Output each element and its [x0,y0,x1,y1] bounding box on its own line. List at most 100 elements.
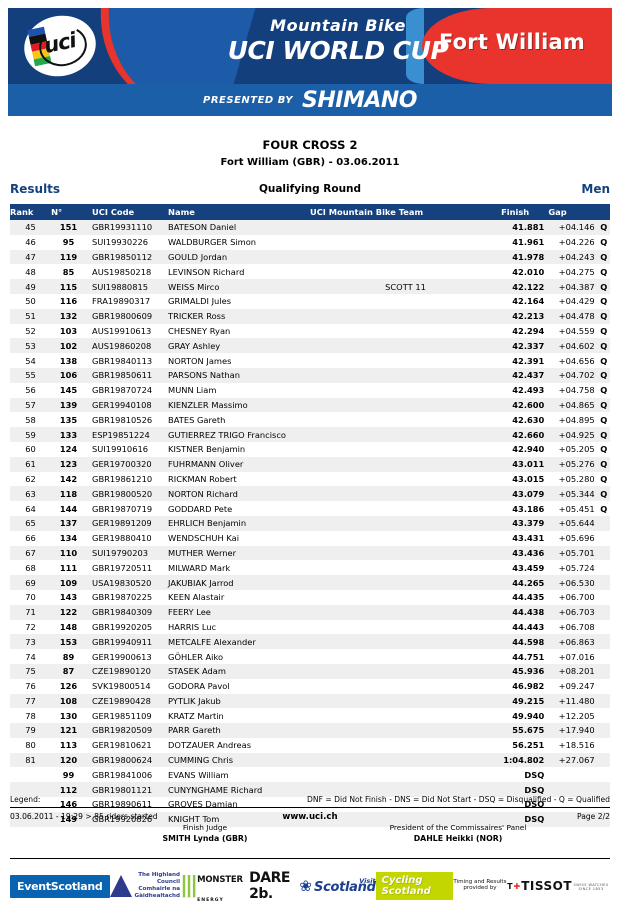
finish-cell: 43.379 [501,515,549,531]
rank-cell: 52 [10,323,52,339]
name-cell: FEERY Lee [162,604,310,620]
name-cell: CUMMING Chris [162,752,310,768]
table-row: 52 103 AUS19910613 CHESNEY Ryan 42.294 +04.55… [10,323,610,339]
team-cell [309,575,502,590]
qualified-cell [597,708,610,724]
highland-council-text: The Highland Council Comhairle na Gàidhe… [135,872,181,900]
team-cell [309,397,502,413]
name-cell: GÖHLER Aiko [162,649,310,664]
team-cell [309,767,502,783]
table-row: 55 106 GBR19850611 PARSONS Nathan 42.437 +04.… [10,367,610,383]
finish-cell: 42.940 [501,441,549,457]
uci-code-cell: USA19830520 [86,575,163,590]
series-title-line2: UCI WORLD CUP [227,36,449,65]
finish-judge-block: Finish Judge SMITH Lynda (GBR) [130,823,280,843]
team-cell [309,234,502,250]
number-cell: 113 [51,737,87,753]
table-row: 99 GBR19841006 EVANS William DSQ [10,767,610,783]
gap-cell: +04.758 [548,382,598,398]
table-row: 58 135 GBR19810526 BATES Gareth 42.630 +04.89… [10,412,610,428]
gap-cell: +05.701 [548,545,598,561]
uci-code-cell: AUS19860208 [86,338,163,354]
tissot-mark-icon: T✚ [507,881,522,891]
uci-website-link[interactable]: www.uci.ch [282,812,338,822]
number-cell: 148 [51,619,87,635]
team-cell [309,634,502,650]
name-cell: BATESON Daniel [162,220,310,235]
col-qualified [597,204,610,220]
rank-cell: 73 [10,634,52,650]
team-cell [309,308,502,324]
finish-cell: 42.294 [501,323,549,339]
uci-code-cell: GBR19870724 [86,382,163,398]
qualified-cell: Q [597,397,610,413]
number-cell: 121 [51,723,87,738]
sponsor-dare2b: DARE 2b. [249,870,299,902]
qualified-cell [597,515,610,531]
qualified-cell [597,649,610,664]
number-cell: 132 [51,308,87,324]
uci-code-cell: GBR19810526 [86,412,163,428]
finish-cell: 43.015 [501,471,549,487]
uci-code-cell: CZE19890120 [86,663,163,679]
number-cell: 111 [51,560,87,576]
gap-cell: +18.516 [548,737,598,753]
qualified-cell [597,737,610,753]
table-row: 63 118 GBR19800520 NORTON Richard 43.079 +05.… [10,486,610,502]
number-cell: 124 [51,441,87,457]
team-cell [309,811,502,827]
rank-cell: 77 [10,693,52,709]
finish-judge-name: SMITH Lynda (GBR) [162,834,248,843]
team-cell [309,220,502,235]
series-title-line1: Mountain Bike [270,16,406,35]
finish-cell: 1:04.802 [501,752,549,768]
name-cell: RICKMAN Robert [162,471,310,487]
rank-cell: 61 [10,456,52,472]
qualified-cell: Q [597,471,610,487]
venue-name: Fort William [438,30,586,54]
finish-judge-title: Finish Judge [182,823,228,832]
number-cell: 143 [51,589,87,605]
table-row: 146 GBR19890611 GROVES Damian DSQ [10,797,610,812]
name-cell: DOTZAUER Andreas [162,737,310,753]
name-cell: GROVES Damian [162,797,310,812]
gap-cell: +06.530 [548,575,598,590]
finish-cell: 44.438 [501,604,549,620]
number-cell: 126 [51,678,87,694]
uci-code-cell: GBR19920205 [86,619,163,635]
uci-code-cell: CZE19890428 [86,693,163,709]
dare2b-logo: DARE 2b. [249,870,290,902]
gap-cell: +04.602 [548,338,598,354]
name-cell: MUTHER Werner [162,545,310,561]
team-cell [309,782,502,798]
monster-wordmark: MONSTER [197,875,243,885]
rank-cell: 57 [10,397,52,413]
number-cell: 145 [51,382,87,398]
number-cell: 102 [51,338,87,354]
name-cell: CUNYNGHAME Richard [162,782,310,798]
finish-cell: 41.978 [501,249,549,265]
highland-line1: The Highland [138,872,181,879]
number-cell: 112 [51,782,87,798]
name-cell: KEEN Alastair [162,589,310,605]
rank-cell: 58 [10,412,52,428]
round-label: Qualifying Round [258,183,362,195]
legend-row: Legend: DNF = Did Not Finish - DNS = Did… [10,795,610,808]
name-cell: STASEK Adam [162,663,310,679]
finish-cell: 42.337 [501,338,549,354]
team-cell [309,619,502,635]
legend-text: DNF = Did Not Finish - DNS = Did Not Sta… [307,795,610,804]
gap-cell: +04.702 [548,367,598,383]
gap-cell: +04.243 [548,249,598,265]
table-row: 70 143 GBR19870225 KEEN Alastair 44.435 +06.7… [10,589,610,605]
name-cell: EVANS William [162,767,310,783]
qualified-cell: Q [597,279,610,294]
gap-cell: +12.205 [548,708,598,724]
uci-logo: uci [18,9,102,83]
gap-cell: +06.700 [548,589,598,605]
name-cell: WALDBURGER Simon [162,234,310,250]
gap-cell: +04.429 [548,293,598,309]
team-cell [309,486,502,502]
name-cell: WEISS Mirco [162,279,310,294]
number-cell: 134 [51,530,87,546]
